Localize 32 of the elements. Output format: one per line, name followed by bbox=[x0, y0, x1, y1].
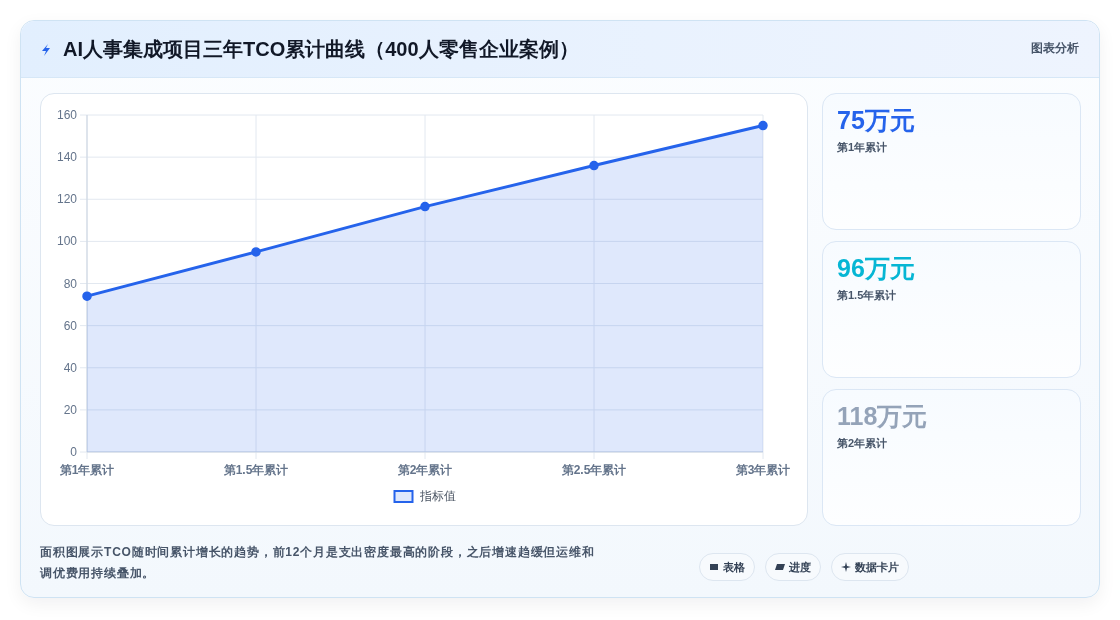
text: 118万元 bbox=[837, 401, 928, 432]
text: 面积图展示TCO随时间累计增长的趋势，前12个月是支出密度最高的阶段，之后增速趋缓但运维和调优费用持续叠加。 bbox=[40, 544, 596, 582]
x-tick-label: 第2.5年累计 bbox=[560, 463, 627, 477]
chart-title: AI人事集成项目三年TCO累计曲线（400人零售企业案例） bbox=[63, 37, 579, 62]
button: 进度 bbox=[765, 553, 821, 581]
text: 第2年累计 bbox=[837, 436, 888, 451]
y-tick-label: 80 bbox=[63, 276, 78, 291]
y-tick-label: 100 bbox=[56, 234, 78, 249]
y-tick-label: 120 bbox=[56, 192, 78, 207]
legend-label: 指标值 bbox=[418, 489, 456, 503]
point bbox=[589, 160, 599, 171]
x-tick-label: 第1年累计 bbox=[58, 463, 115, 477]
y-tick-label: 60 bbox=[63, 318, 78, 333]
point bbox=[420, 201, 430, 212]
text: 75万元 bbox=[837, 105, 915, 136]
x-tick-label: 第2年累计 bbox=[396, 463, 453, 477]
y-tick-label: 140 bbox=[56, 150, 78, 165]
button: 表格 bbox=[699, 553, 755, 581]
point bbox=[758, 120, 768, 131]
y-tick-label: 40 bbox=[63, 360, 78, 375]
y-tick-label: 160 bbox=[56, 108, 78, 122]
x-tick-label: 第1.5年累计 bbox=[222, 463, 289, 477]
text: 图表分析 bbox=[1031, 40, 1079, 57]
x-tick-label: 第3年累计 bbox=[734, 463, 791, 477]
y-tick-label: 20 bbox=[63, 402, 78, 417]
point bbox=[251, 247, 261, 257]
text: 第1.5年累计 bbox=[837, 288, 897, 303]
y-tick-label: 0 bbox=[70, 445, 78, 459]
point bbox=[82, 291, 92, 301]
text: 96万元 bbox=[837, 253, 915, 284]
button: 数据卡片 bbox=[831, 553, 909, 581]
text: 第1年累计 bbox=[837, 140, 888, 155]
